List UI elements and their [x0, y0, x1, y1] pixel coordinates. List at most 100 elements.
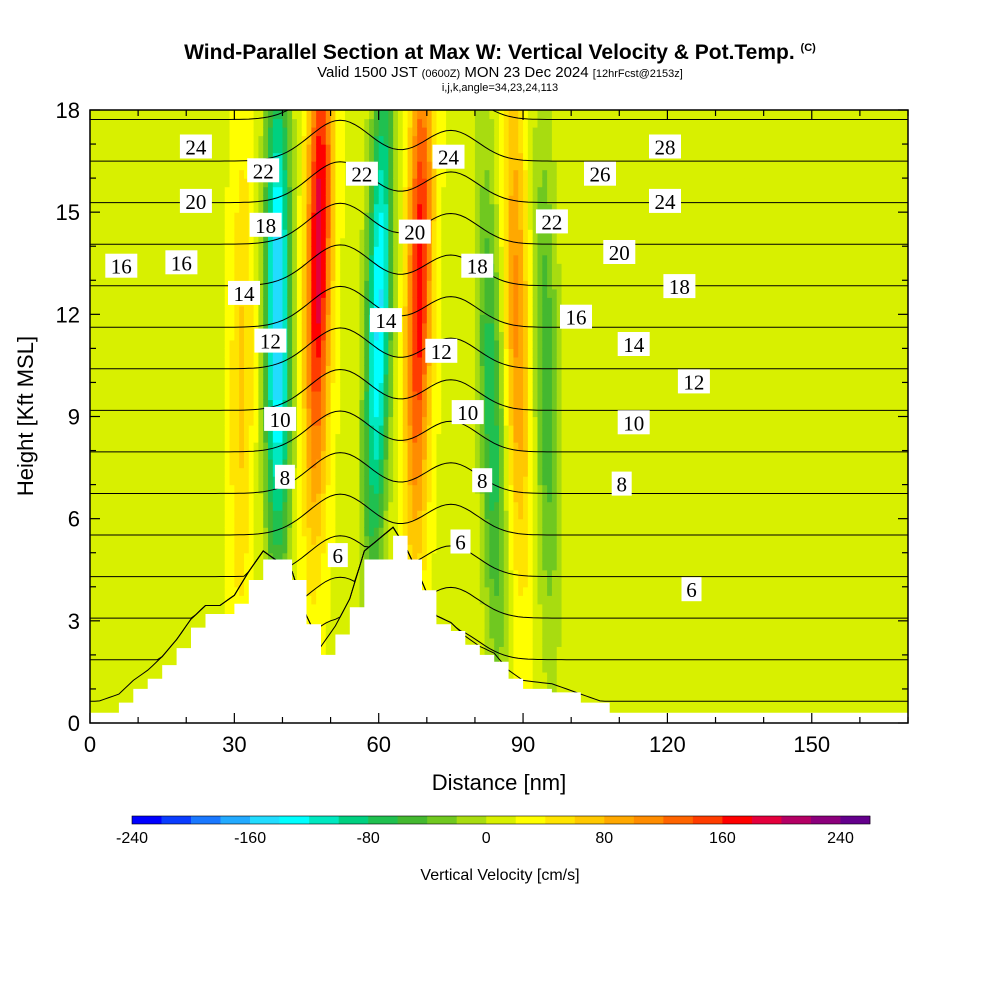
velocity-cell [340, 518, 346, 528]
velocity-cell [210, 220, 216, 230]
velocity-cell [157, 510, 163, 520]
velocity-cell [383, 484, 389, 494]
velocity-cell [205, 442, 211, 452]
velocity-cell [224, 220, 231, 230]
velocity-cell [166, 399, 173, 409]
velocity-cell [181, 407, 187, 418]
velocity-cell [195, 390, 202, 401]
velocity-cell [200, 620, 207, 630]
velocity-cell [138, 135, 144, 145]
velocity-cell [186, 425, 192, 435]
velocity-cell [378, 135, 385, 145]
velocity-cell [219, 263, 226, 273]
velocity-cell [166, 518, 173, 528]
velocity-cell [417, 339, 423, 349]
velocity-cell [157, 212, 163, 222]
velocity-cell [219, 535, 226, 545]
velocity-cell [378, 152, 385, 162]
velocity-cell [268, 518, 274, 528]
velocity-cell [114, 425, 120, 435]
velocity-cell [282, 493, 288, 503]
velocity-cell [94, 688, 101, 699]
velocity-cell [181, 373, 187, 384]
velocity-cell [349, 544, 356, 554]
velocity-cell [90, 220, 96, 230]
velocity-cell [215, 331, 221, 341]
velocity-cell [176, 382, 183, 392]
velocity-cell [191, 297, 197, 307]
velocity-cell [181, 467, 187, 477]
velocity-cell [407, 484, 413, 494]
velocity-cell [181, 425, 187, 435]
velocity-cell [128, 407, 134, 418]
velocity-cell [306, 416, 312, 426]
velocity-cell [210, 510, 216, 520]
velocity-cell [142, 510, 149, 520]
velocity-cell [138, 637, 144, 647]
velocity-cell [205, 433, 211, 443]
velocity-cell [378, 288, 385, 298]
velocity-cell [292, 229, 298, 239]
velocity-cell [133, 518, 139, 528]
velocity-cell [114, 314, 120, 324]
velocity-cell [417, 425, 423, 435]
velocity-cell [349, 237, 356, 247]
velocity-cell [364, 425, 370, 435]
velocity-cell [335, 484, 341, 494]
velocity-cell [215, 271, 221, 281]
velocity-cell [239, 186, 245, 196]
velocity-cell [152, 348, 158, 358]
velocity-cell [383, 407, 389, 418]
velocity-cell [152, 646, 158, 656]
velocity-cell [243, 118, 250, 128]
velocity-cell [301, 118, 308, 128]
velocity-cell [234, 254, 240, 264]
velocity-cell [306, 459, 312, 469]
velocity-cell [282, 518, 288, 528]
velocity-cell [287, 127, 293, 137]
velocity-cell [104, 178, 110, 188]
velocity-cell [94, 425, 101, 435]
velocity-cell [373, 186, 380, 196]
velocity-cell [345, 356, 351, 367]
velocity-cell [219, 356, 226, 367]
velocity-cell [239, 178, 245, 188]
velocity-cell [157, 544, 163, 554]
velocity-cell [320, 297, 327, 307]
velocity-cell [383, 237, 389, 247]
velocity-cell [200, 314, 207, 324]
velocity-cell [166, 442, 173, 452]
velocity-cell [94, 246, 101, 256]
velocity-cell [354, 544, 361, 554]
velocity-cell [162, 544, 168, 554]
velocity-cell [272, 246, 279, 256]
velocity-cell [253, 356, 260, 367]
velocity-cell [157, 203, 163, 213]
velocity-cell [215, 561, 221, 571]
velocity-cell [417, 467, 423, 477]
velocity-cell [104, 535, 110, 545]
velocity-cell [205, 220, 211, 230]
velocity-cell [166, 552, 173, 562]
velocity-cell [157, 595, 163, 605]
velocity-cell [147, 459, 154, 469]
velocity-cell [292, 373, 298, 384]
velocity-cell [296, 144, 303, 154]
velocity-cell [90, 467, 96, 477]
velocity-cell [243, 254, 250, 264]
velocity-cell [373, 450, 380, 460]
velocity-cell [90, 544, 96, 554]
velocity-cell [417, 271, 423, 281]
velocity-cell [234, 595, 240, 605]
velocity-cell [296, 442, 303, 452]
velocity-cell [301, 382, 308, 392]
velocity-cell [378, 416, 385, 426]
velocity-cell [412, 135, 418, 145]
velocity-cell [407, 314, 413, 324]
velocity-cell [118, 246, 125, 256]
velocity-cell [200, 586, 207, 596]
velocity-cell [316, 169, 322, 179]
velocity-cell [388, 425, 394, 435]
velocity-cell [176, 433, 183, 443]
velocity-cell [292, 390, 298, 401]
